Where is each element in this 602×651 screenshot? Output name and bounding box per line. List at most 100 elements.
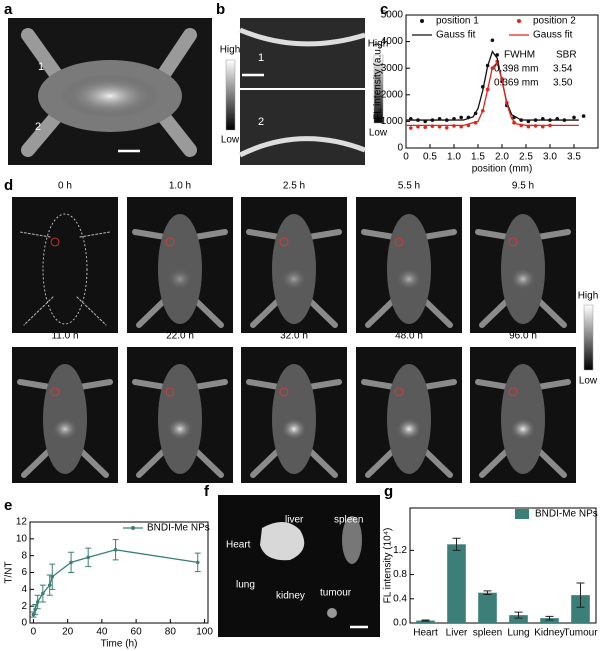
bar — [509, 615, 528, 623]
y-tick-label: 2 — [21, 601, 27, 612]
panel-label: g — [384, 483, 393, 500]
tumour-roi — [279, 387, 289, 397]
mouse-glow — [60, 74, 160, 118]
liver-signal — [509, 267, 537, 291]
x-tick-label: spleen — [473, 628, 502, 639]
series-line — [406, 50, 579, 121]
y-tick-label: 1.2 — [393, 545, 407, 556]
data-point — [113, 547, 118, 552]
error-bar — [545, 615, 554, 621]
vessel — [238, 136, 366, 158]
legend-marker — [420, 19, 424, 23]
marker-label: 1 — [38, 61, 44, 73]
y-tick-label: 6 — [21, 567, 27, 578]
y-tick-label: 0.4 — [393, 593, 407, 604]
series-line — [32, 549, 198, 615]
colorbar-low: Low — [369, 128, 388, 139]
error-bar — [576, 582, 585, 608]
y-tick-label: 10 — [16, 533, 28, 544]
error-bar — [483, 590, 492, 596]
x-tick-label: 3.5 — [567, 152, 581, 163]
vessel — [239, 27, 366, 47]
organ-label: kidney — [276, 591, 305, 602]
liver-signal — [395, 417, 423, 441]
limb — [19, 231, 51, 238]
mouse-body — [42, 213, 88, 325]
organ-liver — [260, 521, 305, 561]
colorbar-high: High — [368, 39, 389, 50]
x-tick-label: 3.0 — [543, 152, 557, 163]
time-label: 2.5 h — [283, 181, 305, 192]
y-tick-label: 3000 — [381, 63, 404, 74]
liver-signal — [395, 267, 423, 291]
bar — [447, 544, 466, 623]
data-point — [50, 574, 55, 579]
error-bar — [421, 619, 430, 622]
tumour-roi — [50, 387, 60, 397]
data-point — [423, 125, 428, 130]
limb — [361, 379, 397, 390]
limb — [421, 379, 457, 390]
data-point — [490, 38, 495, 43]
x-tick-label: 100 — [196, 627, 213, 638]
panel-label: c — [380, 1, 388, 18]
bar — [416, 620, 435, 623]
panel-label: e — [4, 497, 12, 514]
colorbar — [373, 54, 384, 124]
y-tick-label: 0.0 — [393, 618, 407, 629]
x-tick-label: 60 — [131, 627, 143, 638]
legend-marker — [131, 526, 135, 530]
organ-label: liver — [285, 515, 304, 526]
data-point — [581, 114, 586, 118]
marker-label: 1 — [258, 52, 264, 64]
y-tick-label: 0 — [397, 143, 403, 154]
colorbar-low: Low — [221, 135, 240, 146]
y-tick-label: 8 — [21, 550, 27, 561]
bar — [571, 595, 590, 623]
marker-label: 2 — [258, 116, 264, 128]
x-tick-label: 1.0 — [447, 152, 461, 163]
organ-label: spleen — [334, 515, 363, 526]
data-point — [495, 53, 500, 57]
time-label: 1.0 h — [169, 181, 191, 192]
legend-label: Gauss fit — [436, 30, 476, 41]
data-point — [195, 560, 200, 565]
limb — [475, 379, 511, 390]
error-bar — [452, 537, 461, 551]
x-tick-label: Tumour — [563, 628, 598, 639]
x-tick-label: 0 — [403, 152, 409, 163]
legend-label: position 1 — [436, 16, 479, 27]
time-label: 48.0 h — [395, 331, 423, 342]
error-bar — [514, 611, 523, 619]
x-tick-label: 40 — [96, 627, 108, 638]
liver-signal — [509, 417, 537, 441]
y-axis-label: FL intensity (a.u.) — [373, 43, 384, 120]
organ-label: Heart — [226, 540, 251, 551]
time-label: 22.0 h — [166, 331, 194, 342]
limb — [77, 379, 113, 390]
colorbar — [583, 304, 594, 371]
table-cell: 0.369 mm — [494, 78, 538, 89]
limb — [475, 229, 511, 240]
legend-label: BNDI-Me NPs — [147, 523, 210, 534]
tumour-roi — [508, 237, 518, 247]
limb — [132, 379, 168, 390]
mouse — [19, 231, 111, 326]
limb — [132, 229, 168, 240]
limb — [421, 229, 457, 240]
x-axis-label: position (mm) — [472, 164, 533, 175]
limb — [535, 229, 571, 240]
y-axis-label: FL intensity (10⁴) — [383, 528, 394, 604]
table-header: SBR — [556, 50, 577, 61]
time-label: 96.0 h — [509, 331, 537, 342]
tumour-roi — [50, 237, 60, 247]
plot-frame — [409, 507, 597, 624]
liver-signal — [166, 267, 194, 291]
limb — [76, 296, 107, 326]
data-point — [445, 125, 449, 130]
x-tick-label: 80 — [165, 627, 177, 638]
organ-label: lung — [236, 580, 255, 591]
series-line — [406, 61, 579, 127]
legend-label: Gauss fit — [533, 30, 573, 41]
